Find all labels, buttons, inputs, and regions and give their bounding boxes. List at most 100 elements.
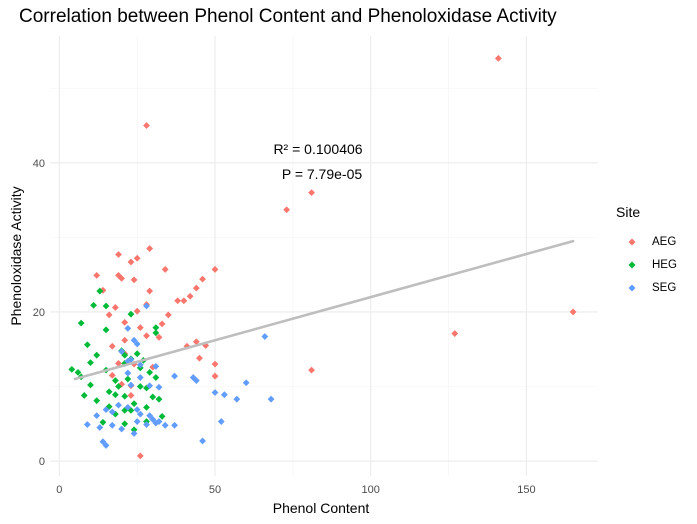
data-point-heg xyxy=(68,365,76,373)
data-point-aeg xyxy=(149,363,157,371)
data-point-aeg xyxy=(161,266,169,273)
data-point-heg xyxy=(102,302,110,310)
data-point-aeg xyxy=(211,266,219,273)
y-tick-label: 20 xyxy=(33,307,45,319)
data-point-seg xyxy=(93,412,101,419)
data-point-heg xyxy=(152,374,160,381)
data-point-seg xyxy=(127,356,135,364)
data-point-seg xyxy=(261,333,269,340)
data-point-aeg xyxy=(108,342,116,350)
data-point-seg xyxy=(102,406,110,414)
data-point-seg xyxy=(233,395,241,403)
series-aeg xyxy=(93,54,577,460)
data-point-seg xyxy=(136,374,144,381)
y-tick-label: 0 xyxy=(39,456,45,468)
data-point-seg xyxy=(124,324,132,332)
data-point-aeg xyxy=(136,452,144,460)
y-axis-title: Phenoloxidase Activity xyxy=(8,186,24,325)
tick-labels: 0 50 100 150 0 20 40 xyxy=(33,158,536,496)
data-point-aeg xyxy=(136,324,144,331)
data-point-seg xyxy=(192,377,200,384)
data-point-seg xyxy=(96,424,104,431)
data-point-seg xyxy=(108,408,116,416)
data-point-heg xyxy=(152,324,160,331)
data-point-seg xyxy=(143,302,150,310)
data-point-heg xyxy=(105,388,113,396)
data-point-seg xyxy=(149,415,157,423)
data-point-heg xyxy=(130,400,138,408)
x-tick-label: 100 xyxy=(362,484,380,496)
data-point-aeg xyxy=(133,307,141,315)
data-point-aeg xyxy=(186,292,194,300)
data-point-seg xyxy=(152,362,160,370)
data-point-aeg xyxy=(155,333,163,341)
data-point-heg xyxy=(99,418,107,426)
series-seg xyxy=(83,302,275,449)
data-point-heg xyxy=(80,392,88,399)
data-point-aeg xyxy=(211,372,219,380)
data-point-seg xyxy=(189,374,197,381)
x-axis-title: Phenol Content xyxy=(273,500,370,516)
data-point-seg xyxy=(133,406,141,414)
data-point-heg xyxy=(158,412,166,420)
data-point-aeg xyxy=(199,275,206,283)
data-point-seg xyxy=(211,389,219,396)
data-point-seg xyxy=(143,421,150,428)
data-point-seg xyxy=(115,401,122,409)
data-point-seg xyxy=(108,421,116,429)
data-point-aeg xyxy=(146,287,154,295)
data-point-aeg xyxy=(118,274,126,282)
legend-label-heg: HEG xyxy=(652,258,677,271)
data-point-aeg xyxy=(93,271,101,279)
data-point-seg xyxy=(130,430,138,437)
data-point-heg xyxy=(93,351,101,359)
data-point-aeg xyxy=(451,330,459,337)
data-point-seg xyxy=(220,391,228,399)
x-tick-label: 150 xyxy=(517,484,535,496)
data-point-seg xyxy=(130,336,138,344)
data-point-heg xyxy=(93,397,101,405)
data-point-aeg xyxy=(211,360,219,368)
data-point-heg xyxy=(121,392,129,400)
data-point-aeg xyxy=(494,54,502,62)
data-point-seg xyxy=(146,412,154,419)
data-point-seg xyxy=(242,379,250,387)
data-point-aeg xyxy=(108,371,116,379)
data-point-heg xyxy=(143,384,150,392)
legend-key-heg xyxy=(626,259,638,271)
data-point-seg xyxy=(136,361,144,369)
legend-item-aeg: AEG xyxy=(616,230,677,253)
data-point-heg xyxy=(90,301,97,309)
data-point-aeg xyxy=(105,311,113,319)
data-point-heg xyxy=(115,383,122,390)
data-point-seg xyxy=(171,372,178,380)
p-value-annotation: P = 7.79e-05 xyxy=(282,166,363,182)
data-point-seg xyxy=(136,410,144,418)
data-point-seg xyxy=(267,395,275,403)
data-point-aeg xyxy=(158,320,166,328)
x-tick-label: 50 xyxy=(209,484,221,496)
data-point-heg xyxy=(121,406,129,414)
legend-key-seg xyxy=(626,282,638,294)
regression-line xyxy=(73,239,575,381)
data-point-aeg xyxy=(164,311,172,319)
data-point-aeg xyxy=(115,359,122,367)
y-tick-label: 40 xyxy=(33,158,45,170)
data-point-seg xyxy=(199,437,206,445)
data-point-heg xyxy=(87,359,94,367)
data-point-aeg xyxy=(174,297,182,305)
data-point-seg xyxy=(83,421,91,428)
data-point-seg xyxy=(124,403,132,411)
data-point-heg xyxy=(149,393,157,401)
data-point-heg xyxy=(121,420,129,428)
chart-title: Correlation between Phenol Content and P… xyxy=(19,6,557,27)
regression-layer xyxy=(73,239,575,381)
data-point-aeg xyxy=(121,318,129,326)
data-point-heg xyxy=(152,329,160,337)
data-point-seg xyxy=(171,421,178,429)
data-point-seg xyxy=(102,442,110,449)
data-point-seg xyxy=(133,418,141,425)
data-point-aeg xyxy=(143,332,150,340)
data-point-heg xyxy=(96,287,104,295)
